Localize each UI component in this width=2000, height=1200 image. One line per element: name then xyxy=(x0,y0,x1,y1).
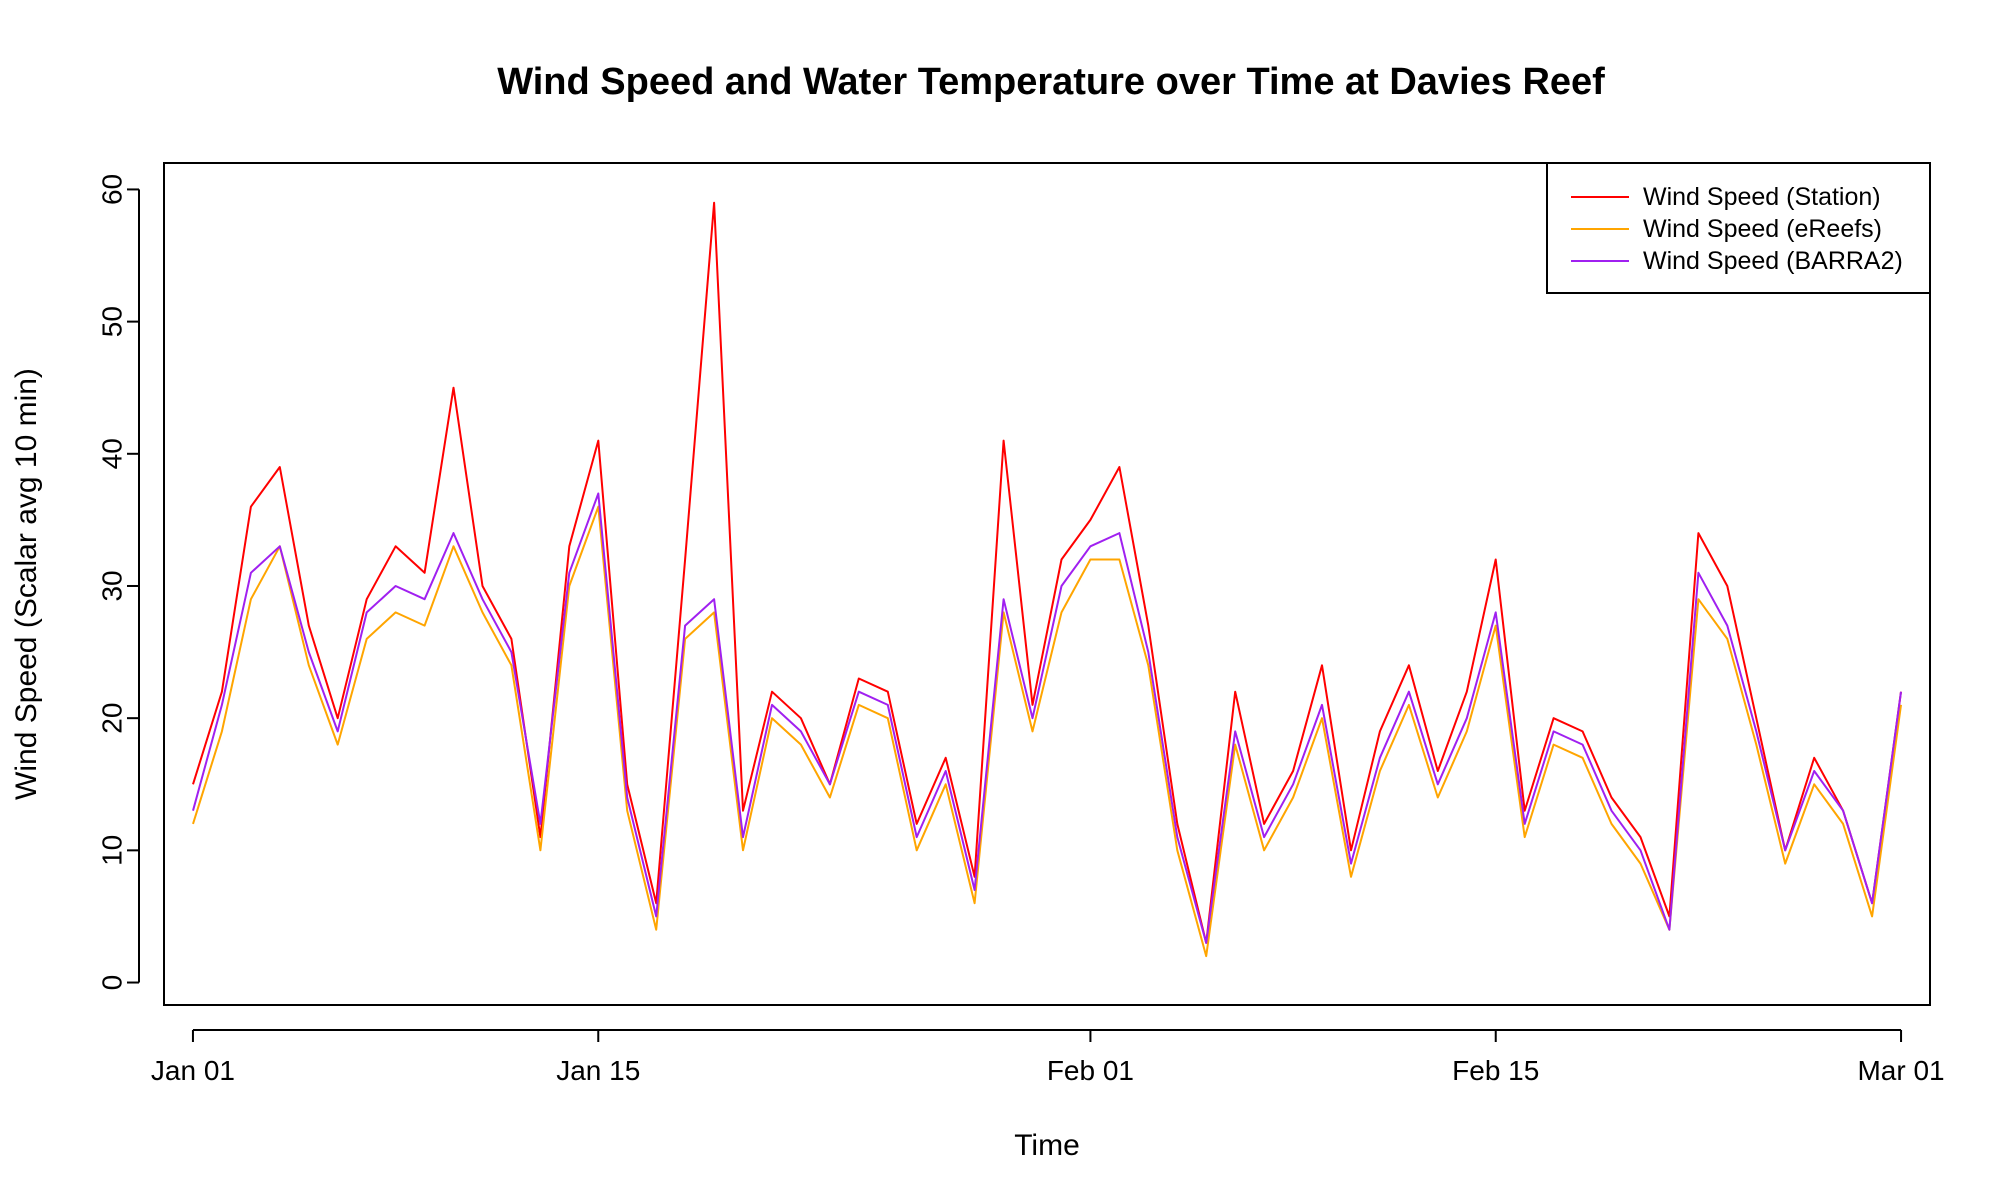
y-tick-label: 60 xyxy=(97,174,128,205)
legend-label: Wind Speed (BARRA2) xyxy=(1643,247,1903,275)
legend-label: Wind Speed (Station) xyxy=(1643,183,1881,211)
series-line-3 xyxy=(192,492,1902,944)
chart-title: Wind Speed and Water Temperature over Ti… xyxy=(497,61,1605,103)
x-axis: Jan 01 Jan 15 Feb 01 Feb 15 Mar 01 xyxy=(151,1029,1945,1086)
x-tick-label: Jan 01 xyxy=(151,1055,235,1086)
y-tick-label: 0 xyxy=(97,975,128,991)
y-axis: 0 10 20 30 40 50 60 xyxy=(97,174,140,990)
legend-label: Wind Speed (eReefs) xyxy=(1643,215,1882,243)
y-tick-label: 30 xyxy=(97,570,128,601)
plot-layer xyxy=(192,201,1902,958)
y-tick-label: 40 xyxy=(97,438,128,469)
legend: Wind Speed (Station) Wind Speed (eReefs) W… xyxy=(1546,162,1931,294)
series-line-1 xyxy=(192,201,1902,944)
x-tick-label: Mar 01 xyxy=(1857,1055,1944,1086)
x-tick-label: Jan 15 xyxy=(556,1055,640,1086)
x-tick-label: Feb 15 xyxy=(1452,1055,1539,1086)
y-tick-label: 20 xyxy=(97,703,128,734)
y-tick-label: 10 xyxy=(97,835,128,866)
y-axis-label: Wind Speed (Scalar avg 10 min) xyxy=(10,368,43,800)
x-tick-label: Feb 01 xyxy=(1047,1055,1134,1086)
x-axis-label: Time xyxy=(1014,1129,1080,1162)
plot-area xyxy=(163,162,1931,1006)
series-line-2 xyxy=(192,505,1902,958)
y-tick-label: 50 xyxy=(97,306,128,337)
